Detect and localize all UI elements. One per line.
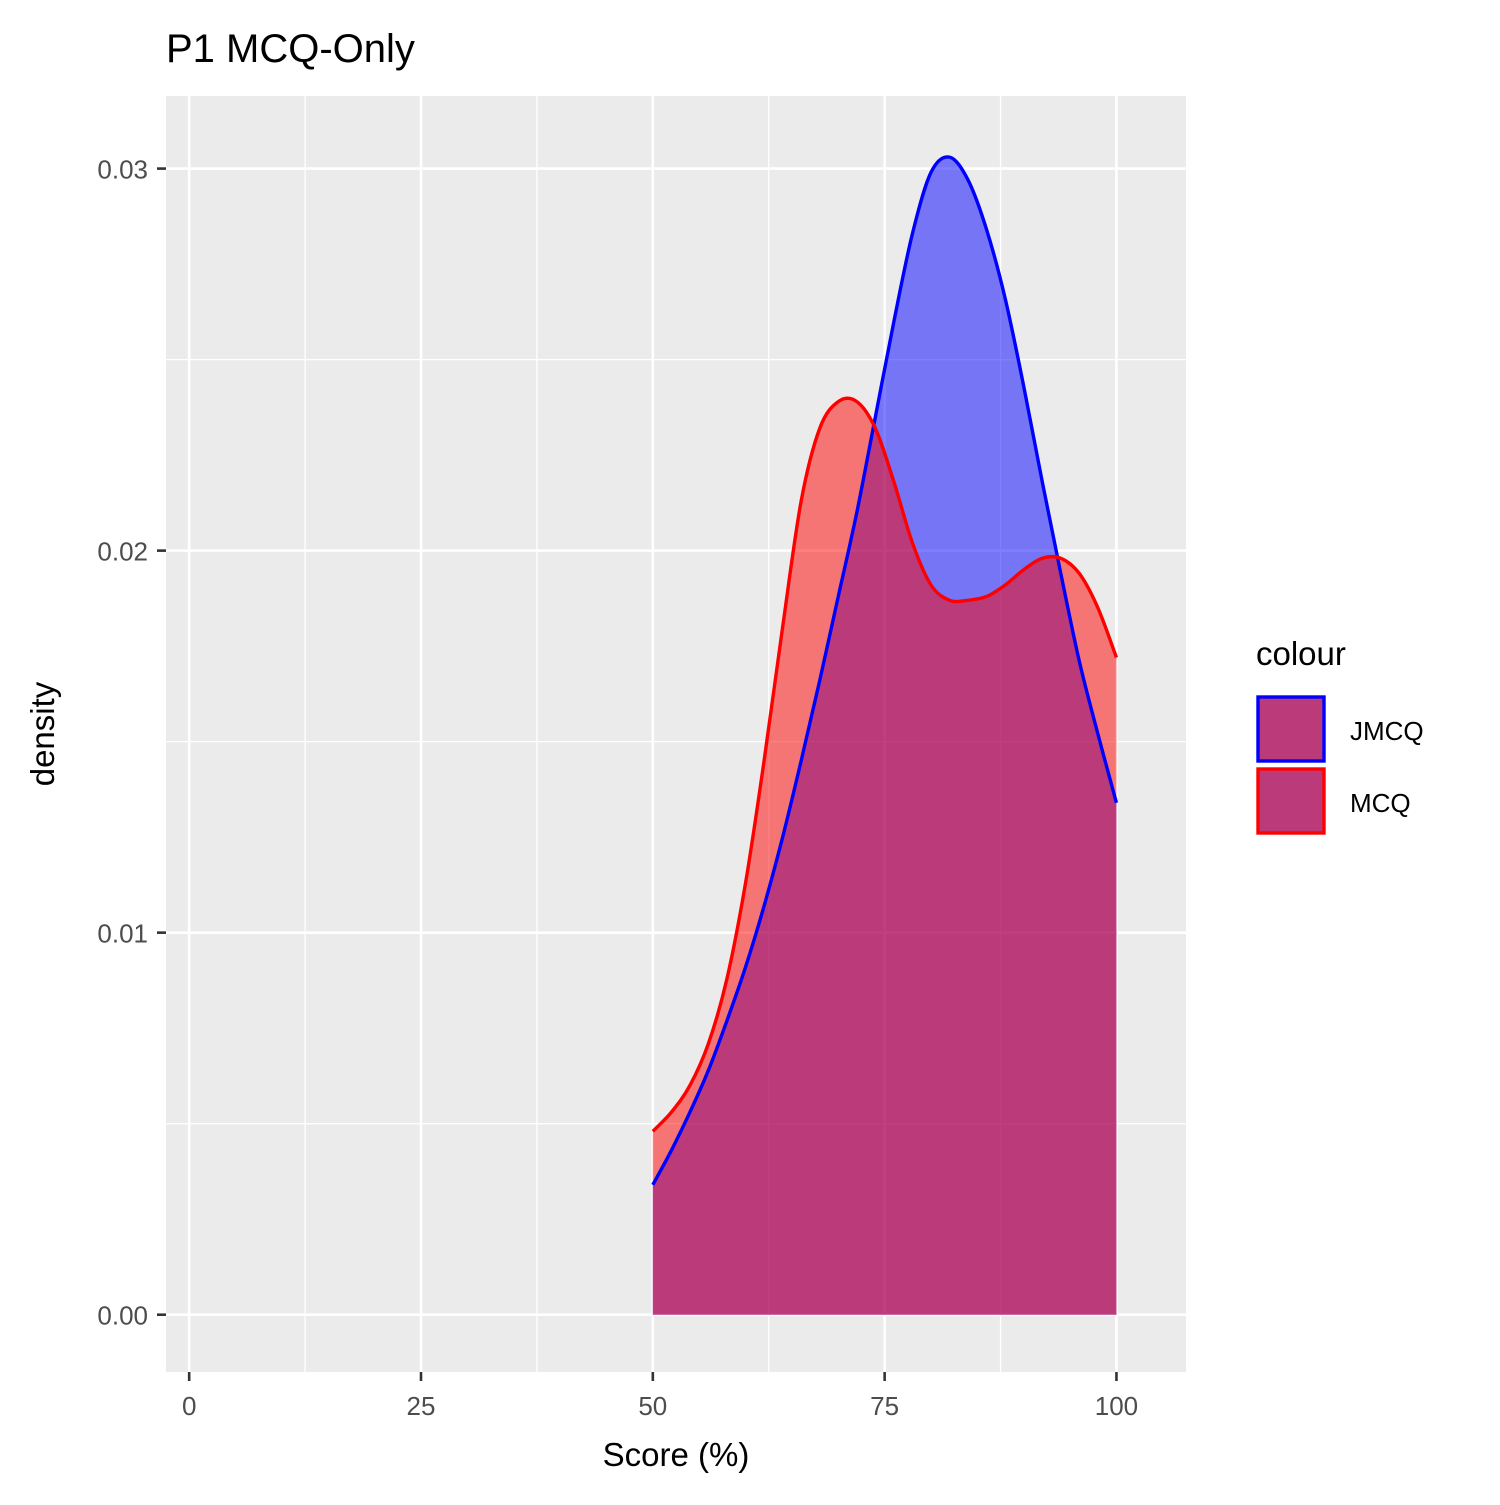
series-lines: [651, 155, 1119, 1186]
chart-title: P1 MCQ-Only: [166, 27, 415, 71]
legend: colour JMCQ MCQ: [1256, 635, 1424, 835]
x-axis-title: Score (%): [603, 1436, 750, 1473]
y-tick-label: 0.01: [97, 919, 148, 949]
y-axis-title: density: [24, 681, 61, 786]
legend-key-mcq: [1256, 767, 1326, 835]
legend-key-jmcq: [1256, 695, 1326, 763]
x-tick-label: 50: [638, 1391, 667, 1421]
tick-labels: 0 25 50 75 100 0.00 0.01 0.02 0.03: [97, 155, 1138, 1421]
density-line-mcq: [651, 396, 1119, 1133]
x-tick-label: 100: [1095, 1391, 1138, 1421]
y-tick-label: 0.00: [97, 1301, 148, 1331]
legend-key-fill-b: [1256, 767, 1326, 835]
axis-ticks: [157, 167, 1118, 1381]
legend-label-mcq: MCQ: [1350, 788, 1411, 818]
x-tick-label: 75: [870, 1391, 899, 1421]
y-tick-label: 0.02: [97, 537, 148, 567]
density-line-jmcq: [651, 155, 1119, 1186]
y-tick-label: 0.03: [97, 155, 148, 185]
series-areas: [652, 156, 1117, 1315]
x-tick-label: 25: [407, 1391, 436, 1421]
x-tick-label: 0: [182, 1391, 196, 1421]
legend-key-fill-b: [1256, 695, 1326, 763]
legend-items: JMCQ MCQ: [1256, 695, 1424, 835]
legend-title: colour: [1256, 635, 1346, 672]
legend-label-jmcq: JMCQ: [1350, 716, 1424, 746]
density-area-mcq: [652, 398, 1117, 1315]
